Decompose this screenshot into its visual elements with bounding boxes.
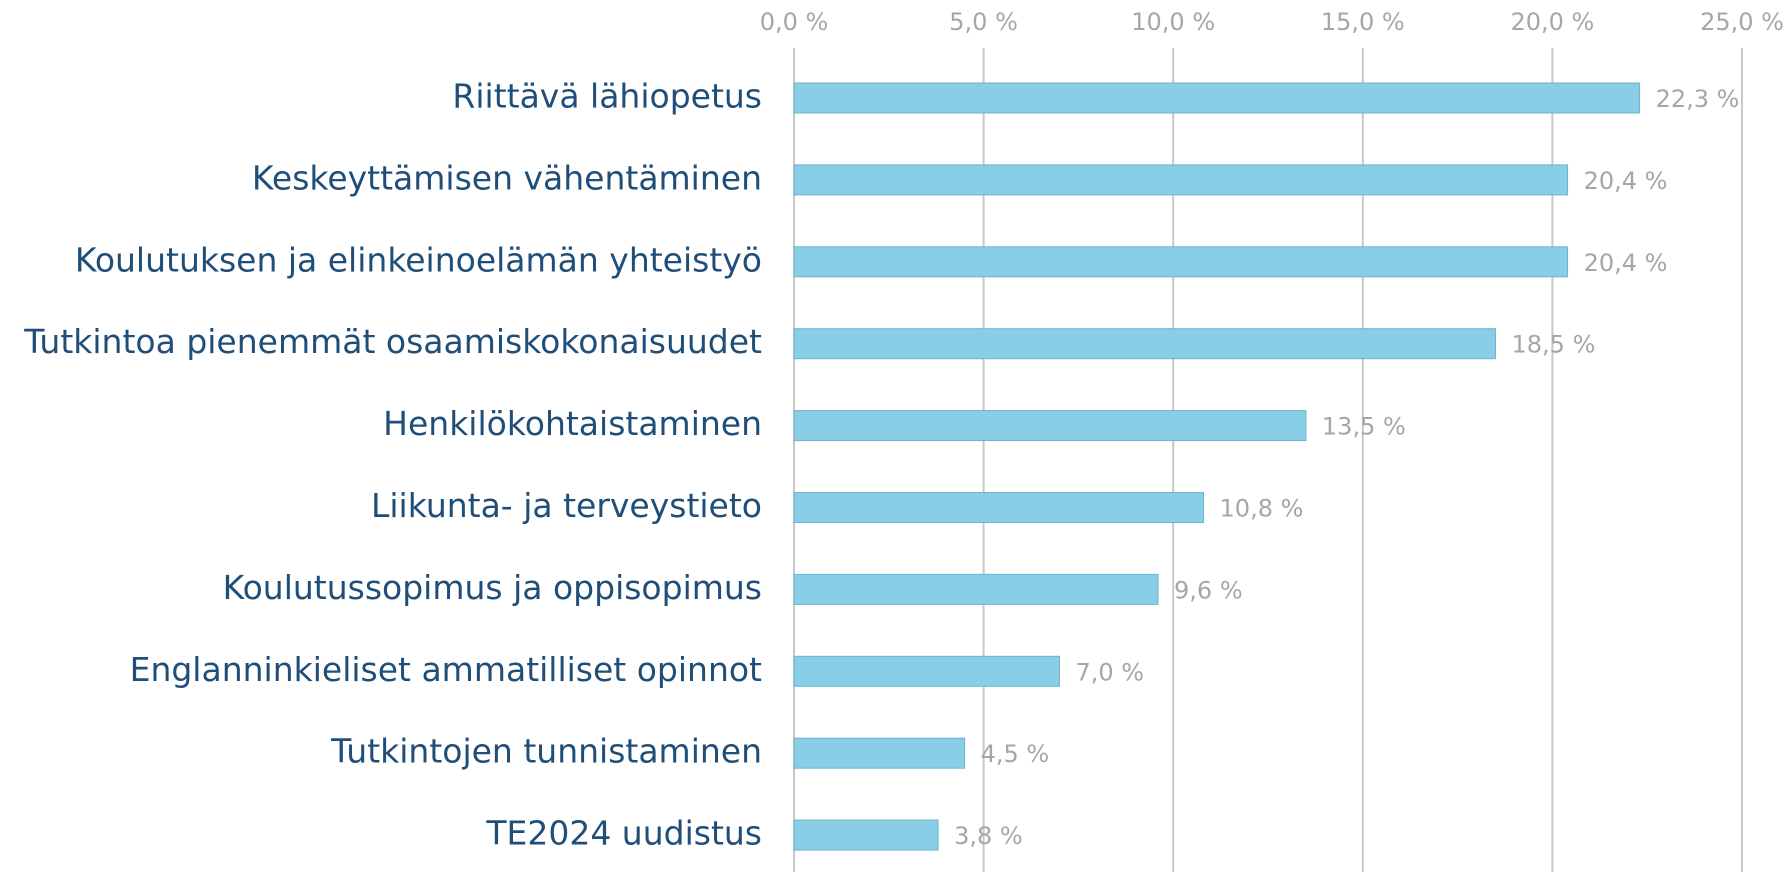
bar <box>793 655 1060 687</box>
value-label: 20,4 % <box>1584 249 1668 277</box>
bar <box>793 164 1569 196</box>
value-label: 20,4 % <box>1584 167 1668 195</box>
category-label: Koulutussopimus ja oppisopimus <box>223 568 762 607</box>
category-label: Riittävä lähiopetus <box>452 77 762 116</box>
x-tick-label: 5,0 % <box>949 8 1018 36</box>
category-label: Henkilökohtaistaminen <box>383 404 762 443</box>
bar <box>793 246 1569 278</box>
category-label: Liikunta- ja terveystieto <box>371 486 762 525</box>
value-label: 4,5 % <box>981 740 1050 768</box>
x-tick-label: 25,0 % <box>1700 8 1784 36</box>
category-label: Keskeyttämisen vähentäminen <box>252 158 762 197</box>
value-label: 3,8 % <box>954 822 1023 850</box>
x-tick-label: 20,0 % <box>1510 8 1594 36</box>
x-tick-label: 10,0 % <box>1131 8 1215 36</box>
category-label: Koulutuksen ja elinkeinoelämän yhteistyö <box>75 240 762 279</box>
bar <box>793 328 1497 360</box>
category-label: Tutkintoa pienemmät osaamiskokonaisuudet <box>23 322 762 361</box>
value-label: 7,0 % <box>1075 658 1144 686</box>
category-label: Tutkintojen tunnistaminen <box>330 732 762 771</box>
value-label: 9,6 % <box>1174 576 1243 604</box>
value-label: 22,3 % <box>1656 85 1740 113</box>
x-tick-label: 15,0 % <box>1321 8 1405 36</box>
category-label: TE2024 uudistus <box>485 814 762 853</box>
value-label: 18,5 % <box>1512 331 1596 359</box>
value-label: 10,8 % <box>1220 495 1304 523</box>
bar <box>793 737 966 769</box>
x-tick-label: 0,0 % <box>760 8 829 36</box>
bar <box>793 82 1641 114</box>
bar <box>793 410 1307 442</box>
value-label: 13,5 % <box>1322 413 1406 441</box>
bar <box>793 492 1205 523</box>
category-label: Englanninkieliset ammatilliset opinnot <box>130 650 762 689</box>
bar <box>793 573 1159 605</box>
bar <box>793 819 939 851</box>
